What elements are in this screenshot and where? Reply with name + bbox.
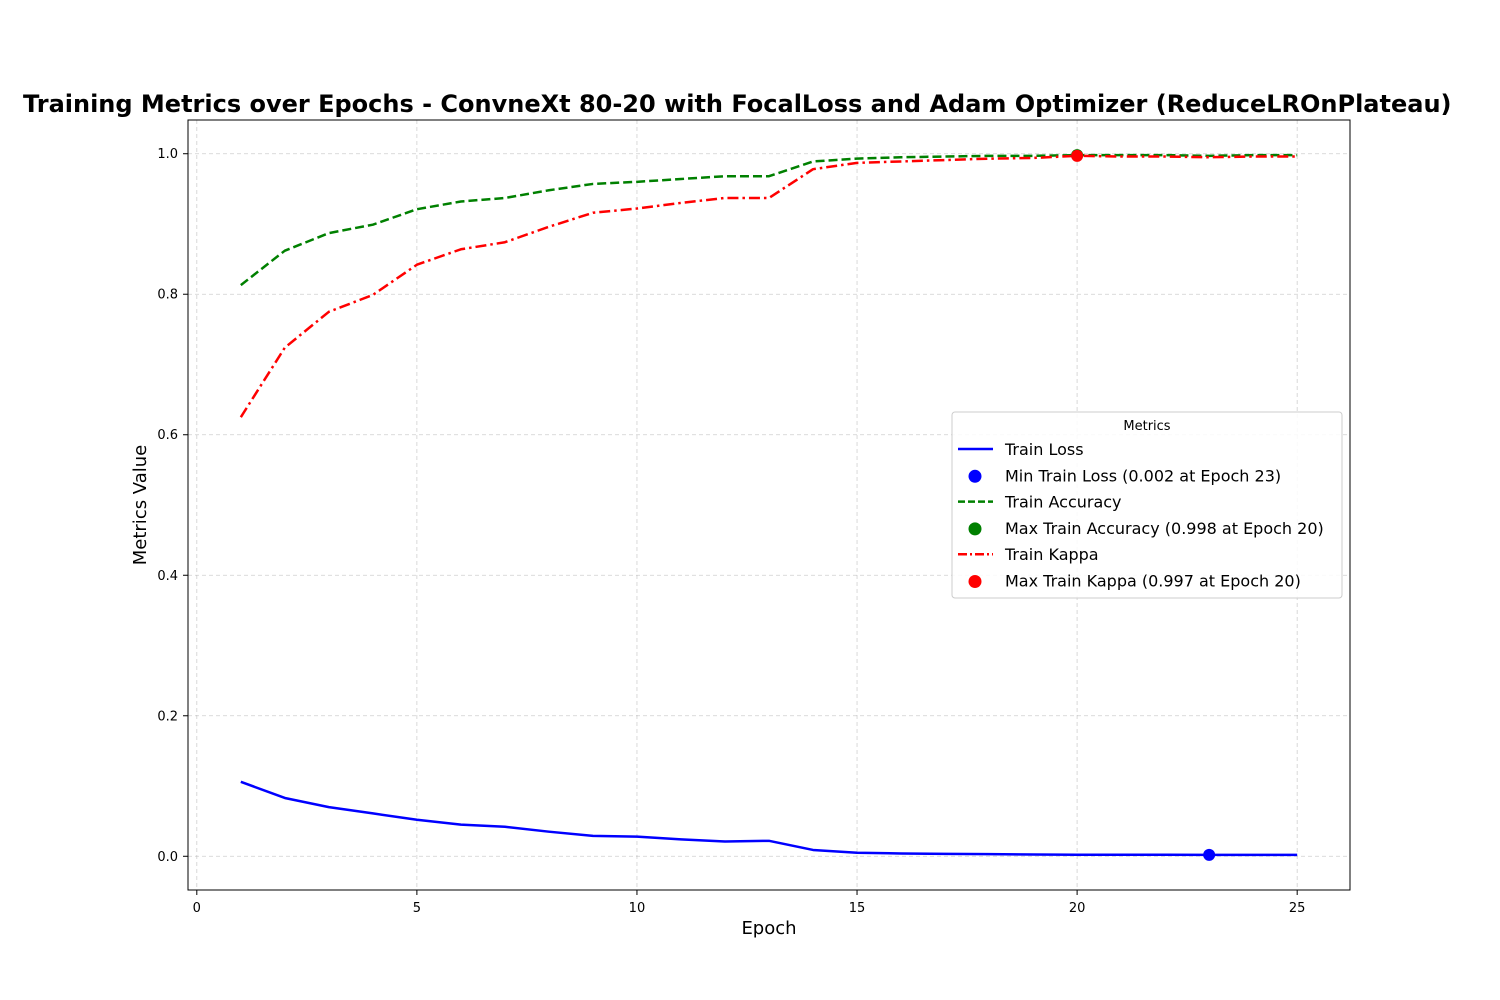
legend-label: Max Train Kappa (0.997 at Epoch 20) [1005,572,1301,591]
y-tick-label: 0.6 [157,428,178,443]
highlight-marker [1203,848,1216,861]
series-line-train-accuracy [240,153,1298,287]
y-tick-label: 1.0 [157,147,178,162]
x-tick-label: 15 [849,901,866,916]
x-tick-label: 10 [629,901,646,916]
legend-label: Max Train Accuracy (0.998 at Epoch 20) [1005,519,1324,538]
y-tick-label: 0.2 [157,709,178,724]
x-tick-label: 0 [193,901,201,916]
legend-title: Metrics [1123,419,1170,434]
y-tick-label: 0.8 [157,288,178,303]
legend-label: Train Loss [1004,440,1084,459]
legend-label: Train Accuracy [1004,493,1122,512]
y-tick-label: 0.0 [157,850,178,865]
x-tick-label: 5 [413,901,421,916]
series-group [239,153,1298,857]
legend-swatch-marker [968,522,982,536]
x-axis-title: Epoch [741,918,796,939]
legend-swatch-marker [968,575,982,588]
legend-swatch-marker [968,469,982,483]
x-tick-label: 25 [1289,901,1306,916]
marker-group [1071,149,1216,861]
legend: Metrics Train Loss Min Train Loss (0.002 a… [951,411,1343,599]
x-tick-label: 20 [1069,901,1086,916]
axis-ticks: 0 5 10 15 20 25 0.0 0.2 0.4 0.6 0.8 1.0 [157,147,1305,916]
legend-box [951,411,1343,599]
plot-frame [187,119,1351,891]
chart-title: Training Metrics over Epochs - ConvneXt … [23,90,1452,118]
legend-label: Train Kappa [1004,545,1099,564]
y-axis-title: Metrics Value [130,445,151,566]
series-line-train-loss [240,780,1298,857]
legend-label: Min Train Loss (0.002 at Epoch 23) [1005,466,1281,485]
highlight-marker [1071,149,1084,162]
series-line-train-kappa [239,154,1298,418]
y-tick-label: 0.4 [157,569,178,584]
